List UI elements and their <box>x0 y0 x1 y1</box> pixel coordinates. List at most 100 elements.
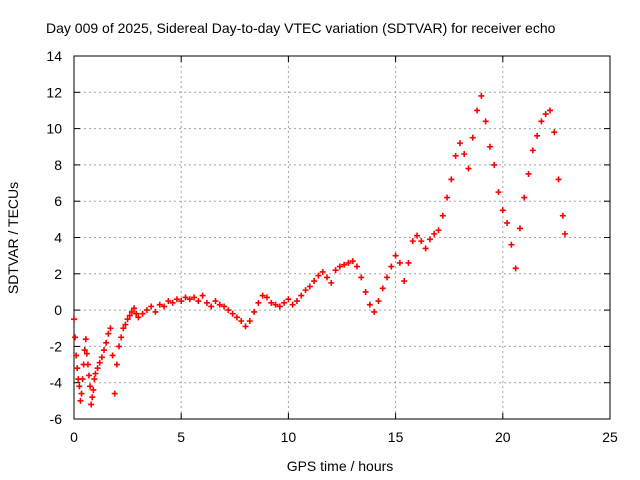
data-point <box>561 230 568 237</box>
data-point <box>525 170 532 177</box>
data-point <box>474 107 481 114</box>
data-point <box>82 336 89 343</box>
y-tick-label: 4 <box>54 230 62 246</box>
data-point <box>88 401 95 408</box>
data-point <box>551 129 558 136</box>
data-point <box>366 301 373 308</box>
data-point <box>233 314 240 321</box>
data-point <box>156 301 163 308</box>
data-point <box>71 316 77 323</box>
data-point <box>124 316 131 323</box>
data-point <box>418 238 425 245</box>
data-point <box>221 303 228 310</box>
data-point <box>349 258 356 265</box>
y-tick-label: 12 <box>46 84 62 100</box>
data-point <box>538 118 545 125</box>
data-point <box>396 259 403 266</box>
data-point <box>456 140 463 147</box>
data-point <box>87 383 94 390</box>
data-point <box>542 111 549 118</box>
data-point <box>148 303 155 310</box>
data-point <box>118 334 125 341</box>
data-point <box>529 147 536 154</box>
data-point <box>272 301 279 308</box>
data-point <box>79 376 86 383</box>
data-point <box>259 292 266 299</box>
data-point <box>358 274 365 281</box>
data-point <box>405 259 412 266</box>
chart-title: Day 009 of 2025, Sidereal Day-to-day VTE… <box>46 20 556 36</box>
data-point <box>72 334 79 341</box>
data-point <box>173 296 180 303</box>
data-point <box>78 390 85 397</box>
data-point <box>120 325 127 332</box>
data-point <box>133 310 140 317</box>
data-point <box>77 397 84 404</box>
data-point <box>323 274 330 281</box>
data-point <box>195 298 202 305</box>
y-tick-label: -4 <box>50 375 63 391</box>
data-point <box>276 303 283 310</box>
grid <box>74 56 610 419</box>
data-point <box>392 252 399 259</box>
data-point <box>76 383 83 390</box>
data-point <box>444 194 451 201</box>
data-point <box>448 176 455 183</box>
data-point <box>113 361 120 368</box>
data-point <box>191 294 198 301</box>
data-point <box>103 339 110 346</box>
data-series <box>71 92 568 408</box>
x-tick-label: 20 <box>495 429 511 445</box>
data-point <box>332 267 339 274</box>
data-point <box>238 317 245 324</box>
x-tick-label: 0 <box>70 429 78 445</box>
y-axis-label: SDTVAR / TECUs <box>5 182 21 294</box>
data-point <box>422 245 429 252</box>
data-point <box>486 143 493 150</box>
data-point <box>182 294 189 301</box>
data-point <box>169 299 176 306</box>
data-point <box>143 307 150 314</box>
data-point <box>362 288 369 295</box>
data-point <box>298 292 305 299</box>
x-tick-labels: 0 5 10 15 20 25 <box>70 429 618 445</box>
y-tick-label: 6 <box>54 193 62 209</box>
data-point <box>281 299 288 306</box>
data-point <box>431 230 438 237</box>
data-point <box>107 325 114 332</box>
y-tick-labels: -6 -4 -2 0 2 4 6 8 10 12 14 <box>46 48 62 427</box>
data-point <box>229 310 236 317</box>
x-tick-label: 15 <box>388 429 404 445</box>
series-sdtvar <box>71 92 568 408</box>
data-point <box>345 259 352 266</box>
data-point <box>379 285 386 292</box>
data-point <box>469 134 476 141</box>
data-point <box>199 292 206 299</box>
data-point <box>186 296 193 303</box>
data-point <box>126 312 133 319</box>
y-tick-label: 2 <box>54 266 62 282</box>
data-point <box>111 390 118 397</box>
data-point <box>135 314 142 321</box>
data-point <box>482 118 489 125</box>
data-point <box>414 232 421 239</box>
data-point <box>516 225 523 232</box>
data-point <box>212 298 219 305</box>
data-point <box>328 279 335 286</box>
data-point <box>203 299 210 306</box>
x-tick-label: 5 <box>177 429 185 445</box>
data-point <box>105 330 112 337</box>
data-point <box>478 92 485 99</box>
data-point <box>354 263 361 270</box>
data-point <box>426 236 433 243</box>
data-point <box>504 219 511 226</box>
data-point <box>251 308 258 315</box>
data-point <box>401 278 408 285</box>
y-tick-label: -2 <box>50 338 63 354</box>
data-point <box>122 321 129 328</box>
data-point <box>161 303 168 310</box>
data-point <box>128 308 135 315</box>
data-point <box>83 350 90 357</box>
data-point <box>384 274 391 281</box>
